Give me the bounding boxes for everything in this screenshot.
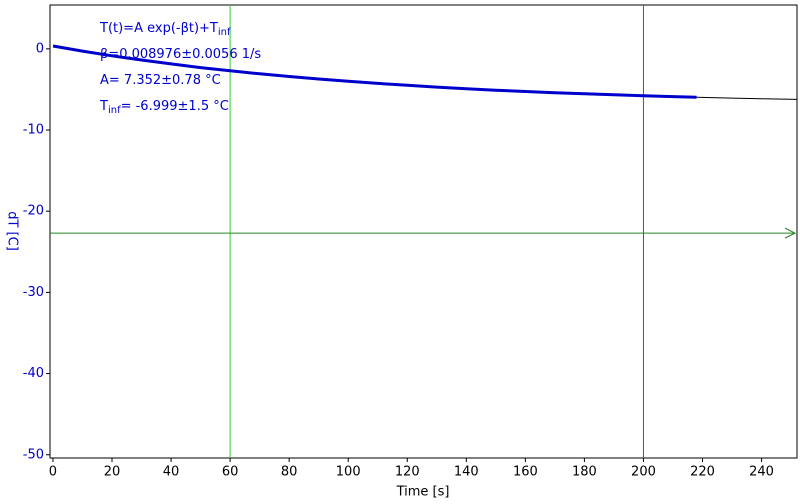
cursor-arrow: [784, 227, 797, 239]
x-tick-label: 200: [631, 465, 656, 480]
annotation-part: β=0.008976±0.0056 1/s: [100, 47, 261, 62]
annotation-part: A= 7.352±0.78 °C: [100, 73, 221, 88]
data-line: [696, 96, 798, 100]
x-tick-label: 220: [690, 465, 715, 480]
y-tick-label: -10: [23, 123, 44, 138]
y-tick-label: -30: [23, 285, 44, 300]
x-tick-label: 160: [513, 465, 538, 480]
plot-frame: [49, 4, 798, 459]
annotation-part: inf: [218, 27, 231, 38]
y-tick-label: -20: [23, 204, 44, 219]
data-line: [52, 44, 697, 99]
x-tick-label: 20: [104, 465, 121, 480]
x-tick-label: 40: [163, 465, 180, 480]
annotation: Tinf= -6.999±1.5 °C: [99, 99, 229, 117]
x-tick-label: 60: [222, 465, 239, 480]
x-tick-label: 240: [749, 465, 774, 480]
annotation: T(t)=A exp(-βt)+Tinf: [99, 21, 231, 39]
annotation-part: T(t)=A exp(-βt)+T: [99, 21, 218, 36]
y-tick-label: -50: [23, 447, 44, 462]
y-tick-label: 0: [36, 41, 44, 56]
x-tick-label: 0: [49, 465, 57, 480]
x-tick-label: 100: [336, 465, 361, 480]
annotation-part: T: [99, 99, 108, 114]
annotation: β=0.008976±0.0056 1/s: [100, 47, 261, 62]
annotation-part: inf: [108, 105, 121, 116]
x-tick-label: 180: [572, 465, 597, 480]
y-tick-label: -40: [23, 366, 44, 381]
x-tick-label: 120: [395, 465, 420, 480]
y-axis-label: dT [C]: [5, 211, 20, 251]
annotation: A= 7.352±0.78 °C: [100, 73, 221, 88]
x-tick-label: 140: [454, 465, 479, 480]
x-axis-label: Time [s]: [396, 485, 450, 500]
x-tick-label: 80: [281, 465, 298, 480]
annotation-part: = -6.999±1.5 °C: [121, 99, 229, 114]
